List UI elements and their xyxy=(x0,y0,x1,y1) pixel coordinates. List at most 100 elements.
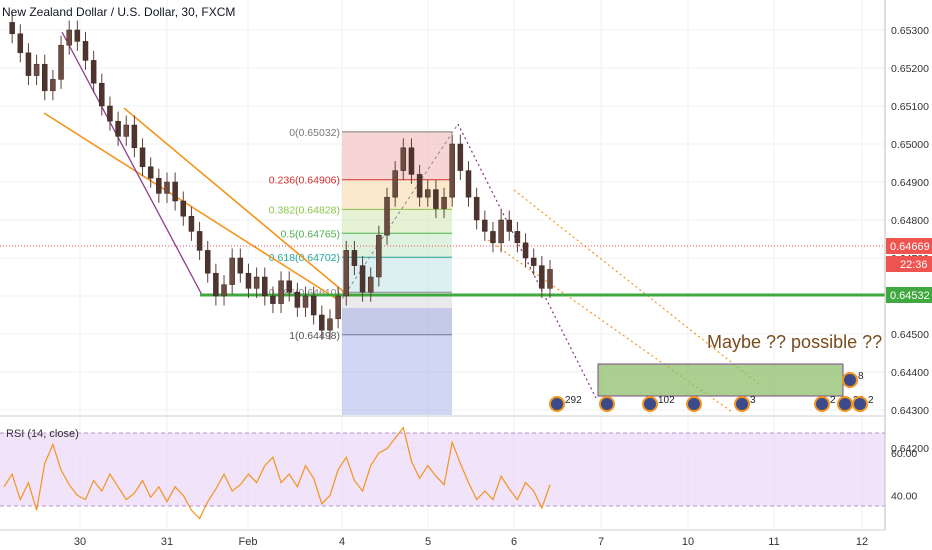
candle-body[interactable] xyxy=(164,181,170,194)
candle-body[interactable] xyxy=(506,219,513,232)
candle-body[interactable] xyxy=(425,189,431,198)
price-tick-label: 0.65100 xyxy=(891,101,929,113)
annotation-text[interactable]: Maybe ?? possible ?? xyxy=(707,332,882,352)
candle-body[interactable] xyxy=(359,265,366,293)
rsi-tick-label: 60.00 xyxy=(891,448,917,460)
candle-body[interactable] xyxy=(196,231,203,251)
candle-body[interactable] xyxy=(82,41,89,61)
candle-body[interactable] xyxy=(33,63,40,76)
candle-body[interactable] xyxy=(147,166,154,179)
candle-body[interactable] xyxy=(343,250,350,297)
candle-body[interactable] xyxy=(17,33,24,54)
fib-band xyxy=(342,257,452,293)
candle-body[interactable] xyxy=(294,291,301,308)
candle-body[interactable] xyxy=(139,147,146,168)
candle-body[interactable] xyxy=(58,44,64,80)
candle-body[interactable] xyxy=(213,272,219,297)
channel-lower-line[interactable] xyxy=(43,112,341,302)
candle-body[interactable] xyxy=(539,265,545,289)
candle-body[interactable] xyxy=(473,196,480,221)
candle-body[interactable] xyxy=(351,250,358,266)
candle-body[interactable] xyxy=(482,219,488,232)
candle-body[interactable] xyxy=(99,82,105,107)
candle-body[interactable] xyxy=(50,79,56,92)
candle-body[interactable] xyxy=(547,269,553,289)
fib-level-label: 0.382(0.64828) xyxy=(269,204,340,216)
price-tick-label: 0.64200 xyxy=(891,443,929,455)
event-count-label: 292 xyxy=(565,395,582,406)
projection-path-line[interactable] xyxy=(457,123,597,399)
candle-body[interactable] xyxy=(457,143,464,171)
event-flag-inner xyxy=(688,398,700,410)
candle-body[interactable] xyxy=(498,219,504,244)
candle-body[interactable] xyxy=(131,124,138,149)
price-tick-label: 0.64300 xyxy=(891,405,929,417)
candle-body[interactable] xyxy=(286,280,292,293)
candle-body[interactable] xyxy=(433,189,439,209)
candle-body[interactable] xyxy=(237,257,244,274)
candle-body[interactable] xyxy=(278,280,284,304)
rsi-pane[interactable]: RSI (14, close) xyxy=(0,426,885,520)
candle-body[interactable] xyxy=(262,276,268,297)
candle-body[interactable] xyxy=(416,174,423,198)
candle-body[interactable] xyxy=(172,181,178,202)
candle-body[interactable] xyxy=(514,231,521,244)
price-candles[interactable] xyxy=(9,12,553,340)
event-flag-inner xyxy=(551,398,563,410)
candle-body[interactable] xyxy=(384,196,390,236)
candle-body[interactable] xyxy=(310,295,317,316)
candle-body[interactable] xyxy=(74,29,81,42)
trend-drawings[interactable] xyxy=(43,31,844,413)
channel-mid-line[interactable] xyxy=(61,31,203,296)
candle-body[interactable] xyxy=(9,22,15,35)
candle-body[interactable] xyxy=(319,314,325,331)
candle-body[interactable] xyxy=(449,143,455,198)
event-count-label: 3 xyxy=(750,395,756,406)
candle-body[interactable] xyxy=(204,250,211,274)
svg-text:22:36: 22:36 xyxy=(900,259,928,271)
time-tick-label: 4 xyxy=(339,536,345,548)
rsi-axis: 60.00 40.00 xyxy=(891,448,917,502)
candle-body[interactable] xyxy=(156,177,162,194)
candle-body[interactable] xyxy=(253,276,260,289)
fib-level-label: 1(0.64498) xyxy=(289,330,340,342)
candle-body[interactable] xyxy=(66,29,72,46)
candle-body[interactable] xyxy=(400,147,407,171)
candle-body[interactable] xyxy=(335,295,341,320)
candle-body[interactable] xyxy=(408,147,415,175)
candle-body[interactable] xyxy=(465,170,472,198)
candle-body[interactable] xyxy=(392,170,398,198)
candle-body[interactable] xyxy=(107,105,113,122)
retrace-diagonal-line[interactable] xyxy=(341,123,459,300)
target-zone-box[interactable] xyxy=(597,363,844,397)
candle-body[interactable] xyxy=(229,257,235,285)
candle-body[interactable] xyxy=(522,242,529,259)
candle-body[interactable] xyxy=(376,234,382,278)
time-axis[interactable]: 30 31 Feb 4 5 6 7 10 11 12 xyxy=(74,536,868,548)
candle-body[interactable] xyxy=(25,52,32,76)
price-tick-label: 0.64400 xyxy=(891,367,929,379)
candle-body[interactable] xyxy=(270,295,276,304)
rsi-line[interactable] xyxy=(3,426,551,520)
candle-body[interactable] xyxy=(221,284,227,297)
candle-body[interactable] xyxy=(367,276,374,293)
candle-body[interactable] xyxy=(530,257,537,266)
candle-body[interactable] xyxy=(441,196,447,209)
candle-body[interactable] xyxy=(123,124,129,137)
candle-body[interactable] xyxy=(327,318,333,331)
candle-body[interactable] xyxy=(115,120,121,137)
projection-upper-line[interactable] xyxy=(513,189,761,386)
candle-body[interactable] xyxy=(180,200,187,217)
channel-upper-line[interactable] xyxy=(123,107,345,293)
candle-body[interactable] xyxy=(90,60,97,84)
candle-body[interactable] xyxy=(188,215,195,232)
time-tick-label: 31 xyxy=(161,536,173,548)
candle-body[interactable] xyxy=(490,231,496,244)
candle-body[interactable] xyxy=(302,295,309,308)
candle-body[interactable] xyxy=(245,272,252,289)
economic-events[interactable]: 292102322228 xyxy=(549,371,874,412)
candle-body[interactable] xyxy=(41,63,48,92)
svg-text:0.64532: 0.64532 xyxy=(890,290,930,302)
event-count-label: 102 xyxy=(658,395,675,406)
